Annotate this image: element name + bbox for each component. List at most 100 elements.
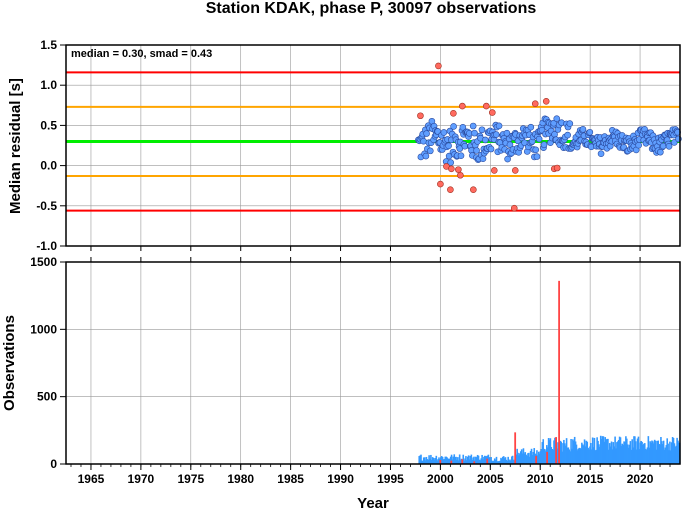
observation-bar xyxy=(516,448,518,464)
observation-bar xyxy=(653,439,656,464)
observation-bar xyxy=(532,451,535,464)
observation-bar xyxy=(489,460,492,464)
observation-bar xyxy=(619,437,622,464)
x-tick-label: 2005 xyxy=(477,472,504,486)
residual-outlier-point xyxy=(553,164,561,172)
observation-bar xyxy=(598,444,600,464)
observation-outlier-bar xyxy=(439,459,442,464)
observation-bar xyxy=(448,458,451,464)
observation-bar xyxy=(467,455,470,464)
observation-bar xyxy=(493,458,496,464)
observation-bar xyxy=(465,456,467,464)
residual-outlier-point xyxy=(455,166,462,173)
y-tick-label: 1.0 xyxy=(40,78,57,92)
observation-bar xyxy=(652,443,655,464)
y-tick-label: -0.5 xyxy=(36,199,57,213)
observation-bar xyxy=(637,436,640,464)
observation-bar xyxy=(449,456,452,464)
observation-bar xyxy=(436,460,438,464)
observation-bar xyxy=(587,447,589,464)
observation-bar xyxy=(654,440,657,464)
observation-bar xyxy=(510,460,512,464)
residual-outlier-point xyxy=(491,167,498,174)
y-tick-label: 500 xyxy=(37,390,57,404)
observation-bar xyxy=(616,442,618,464)
observation-bar xyxy=(519,451,522,464)
observation-bar xyxy=(527,453,529,464)
observations-plot-frame xyxy=(65,261,681,465)
residual-point xyxy=(579,126,587,133)
observation-bar xyxy=(632,447,634,464)
observation-bar xyxy=(552,449,554,464)
observation-bar xyxy=(559,440,562,464)
observation-bar xyxy=(525,454,527,464)
residual-panel: 1.5 1.0 0.5 0.0 -0.5 -1.0 median = 0.30, smad… xyxy=(7,38,682,253)
observation-bar xyxy=(503,458,506,464)
observation-bar xyxy=(427,459,430,464)
observation-bar xyxy=(670,442,673,464)
observation-bar xyxy=(603,441,606,464)
observation-bar xyxy=(604,437,607,464)
residual-point xyxy=(459,123,467,131)
observation-bar xyxy=(444,456,447,464)
chart-title: Station KDAK, phase P, 30097 observation… xyxy=(206,0,537,17)
residual-point xyxy=(564,131,571,139)
observation-bar xyxy=(608,443,611,464)
observation-bar xyxy=(498,460,500,464)
observation-bar xyxy=(440,456,443,464)
observation-bar xyxy=(481,454,483,464)
observation-bar xyxy=(605,439,607,464)
residual-point xyxy=(445,142,452,150)
observation-bar xyxy=(629,441,632,464)
residual-point xyxy=(665,143,673,150)
observation-bar xyxy=(431,459,433,464)
observation-bar xyxy=(584,446,587,464)
y-tick-label: 0.5 xyxy=(40,118,57,132)
observation-bar xyxy=(507,456,509,464)
residual-outlier-point xyxy=(510,204,518,212)
observations-outlier-bars xyxy=(439,280,560,464)
y-tick-label: 1500 xyxy=(30,255,57,269)
observation-bar xyxy=(565,438,568,464)
observation-bar xyxy=(484,456,487,464)
x-tick-label: 2010 xyxy=(527,472,554,486)
observation-bar xyxy=(457,457,459,464)
observation-bar xyxy=(534,453,536,464)
residual-reference-lines xyxy=(66,71,680,212)
observation-bar xyxy=(512,459,515,464)
observation-bar xyxy=(426,459,429,464)
observation-bar xyxy=(553,440,555,464)
residual-point xyxy=(482,136,489,144)
observation-bar xyxy=(448,458,450,464)
observation-bar xyxy=(624,441,626,464)
observation-bar xyxy=(451,459,454,464)
observation-bar xyxy=(434,457,437,464)
observation-bar xyxy=(674,446,677,464)
observation-bar xyxy=(447,458,449,464)
observation-bar xyxy=(499,460,501,464)
observation-bar xyxy=(562,443,564,464)
observation-bar xyxy=(650,442,652,464)
observation-bar xyxy=(648,447,651,464)
residual-point xyxy=(635,141,642,149)
observation-bar xyxy=(506,460,509,464)
observation-bar xyxy=(575,444,578,464)
x-tick-label: 2020 xyxy=(627,472,654,486)
observation-bar xyxy=(617,441,619,464)
observation-bar xyxy=(421,460,423,464)
observation-outlier-bar xyxy=(473,461,476,464)
observation-bar xyxy=(443,458,446,464)
observation-bar xyxy=(445,456,447,464)
observation-bar xyxy=(580,448,582,464)
observation-bar xyxy=(662,440,665,464)
residual-point xyxy=(479,155,487,163)
x-tick-label: 1970 xyxy=(128,472,155,486)
y-tick-label: 0.0 xyxy=(40,159,57,173)
observation-bar xyxy=(627,447,630,464)
observation-bar xyxy=(563,439,565,464)
residual-point xyxy=(566,120,574,127)
observation-bar xyxy=(521,453,524,464)
observation-bar xyxy=(643,443,646,464)
observation-bar xyxy=(577,448,580,464)
